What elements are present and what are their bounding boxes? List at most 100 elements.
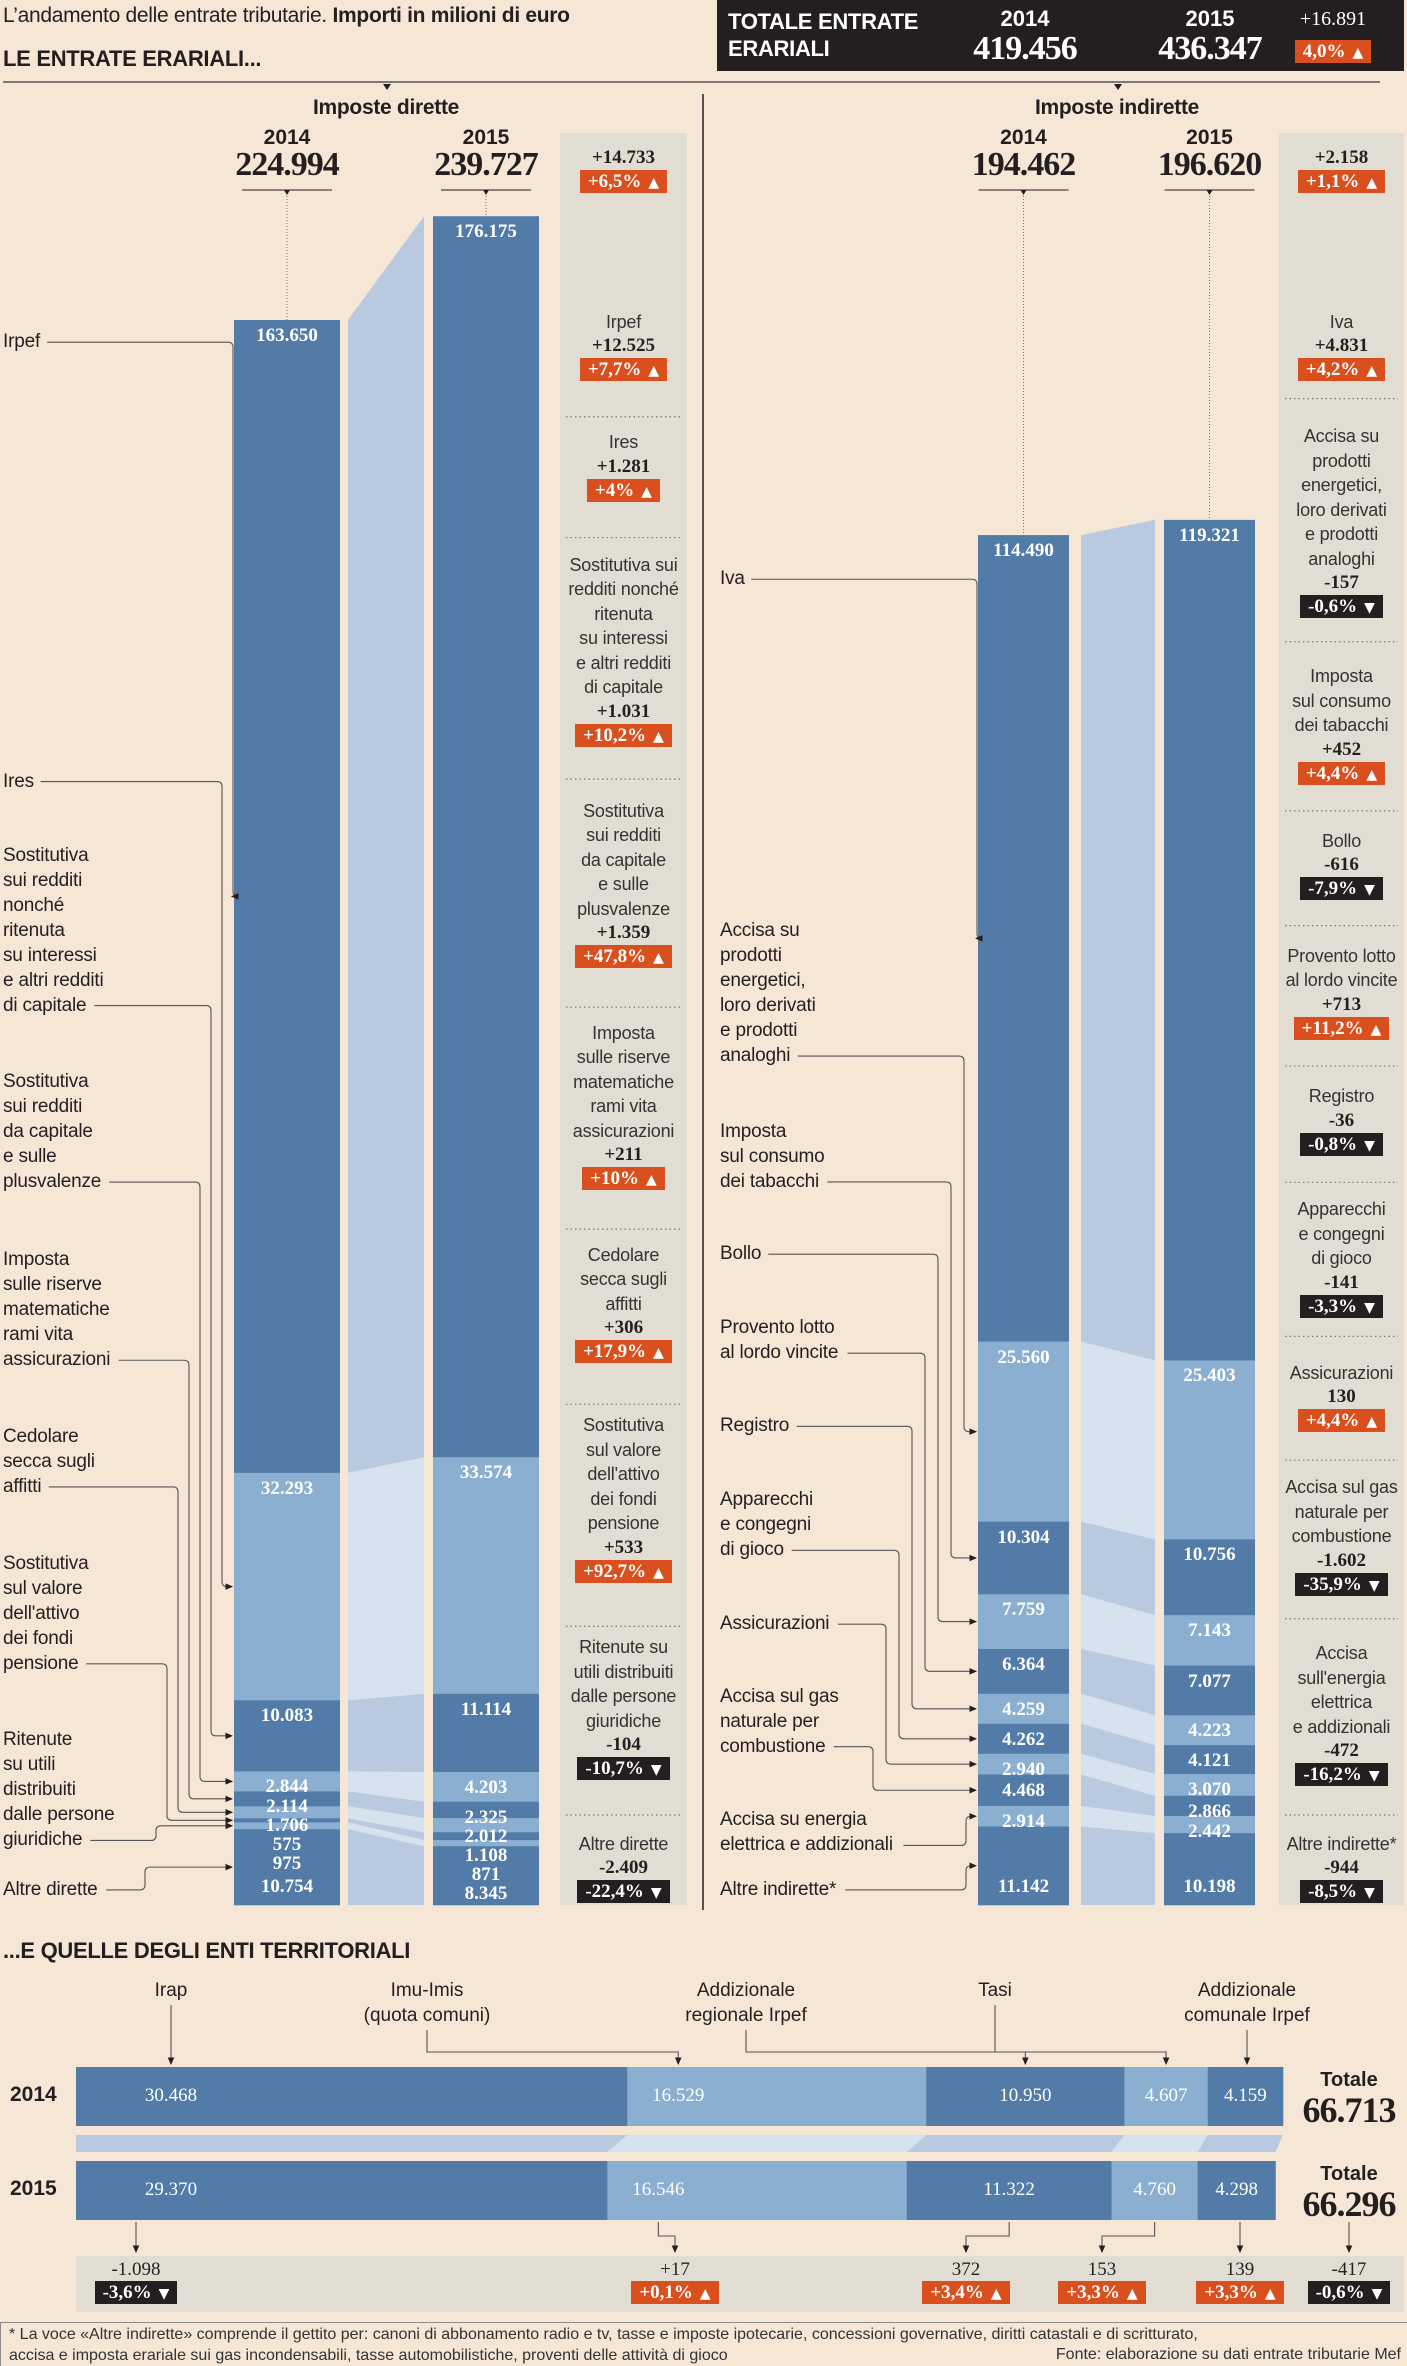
series-label: Iva xyxy=(720,568,745,590)
panel-total-delta: +2.158 +1,1% ▲ xyxy=(1279,146,1404,193)
segment-value: 11.114 xyxy=(460,1698,512,1720)
flow-band xyxy=(1081,1774,1155,1816)
panel-item: Sostitutiva sul valore dell'attivo dei f… xyxy=(560,1413,687,1583)
down-arrow-icon: ▼ xyxy=(1368,1577,1380,1594)
segment-value: 975 xyxy=(272,1853,302,1875)
segment-value: 25.403 xyxy=(1183,1365,1236,1387)
year-label: 2015 xyxy=(1186,126,1233,149)
bar-segment-2015 xyxy=(433,1846,539,1906)
delta-pct-badge: +11,2% ▲ xyxy=(1293,1016,1390,1040)
segment-value: 8.345 xyxy=(464,1882,508,1904)
segment-value: 119.321 xyxy=(1179,524,1240,546)
total-value-2015: 436.347 xyxy=(1158,30,1263,67)
delta-pct-badge: +47,8% ▲ xyxy=(575,945,672,969)
flow-band xyxy=(1081,1805,1155,1834)
panel-item: Altre indirette* -944 -8,5% ▼ xyxy=(1279,1832,1404,1904)
leader-line xyxy=(94,1005,234,1740)
segment-value: 2.325 xyxy=(464,1806,508,1828)
delta-pct-badge: -7,9% ▼ xyxy=(1300,877,1383,901)
series-label: Irpef xyxy=(3,331,41,353)
delta-item: 372 +3,4% ▲ xyxy=(911,2259,1021,2304)
delta-pct: +3,3% xyxy=(1204,2282,1258,2303)
delta-value: +1.281 xyxy=(596,455,651,477)
delta-pct-badge: -22,4% ▼ xyxy=(577,1880,670,1904)
bar-segment-2014 xyxy=(926,2067,1125,2126)
bar-segment-2015 xyxy=(1111,2161,1198,2220)
up-arrow-icon: ▲ xyxy=(699,2286,711,2302)
delta-pct: +4,2% xyxy=(1305,359,1360,381)
total-value: 224.994 xyxy=(235,146,340,183)
down-arrow-icon: ▼ xyxy=(650,1885,662,1902)
panel-item: Accisa su prodotti energetici, loro deri… xyxy=(1279,424,1404,619)
panel-item: Bollo -616 -7,9% ▼ xyxy=(1279,829,1404,901)
delta-value: +14.733 xyxy=(591,147,656,168)
segment-value: 10.756 xyxy=(1183,1544,1236,1566)
panel-item: Ritenute su utili distribuiti dalle pers… xyxy=(560,1635,687,1781)
bar-segment-2015 xyxy=(433,1457,539,1695)
flow-band xyxy=(1081,1693,1155,1746)
down-arrow-icon: ▼ xyxy=(1364,1137,1375,1154)
subtitle-text: L’andamento delle entrate tributarie. xyxy=(3,4,327,27)
total-label: Totale xyxy=(1320,2069,1378,2091)
bar-segment-2014 xyxy=(234,1771,340,1792)
delta-pct-badge: -3,6% ▼ xyxy=(94,2281,178,2304)
up-arrow-icon: ▲ xyxy=(653,950,664,967)
pointer-icon xyxy=(1206,190,1213,195)
bar-segment-2014 xyxy=(978,1648,1069,1695)
bar-segment-2015 xyxy=(433,1693,539,1773)
delta-pct-badge: -0,6% ▼ xyxy=(1307,2281,1391,2304)
panel-item-name: Apparecchi e congegni di gioco xyxy=(1297,1199,1386,1269)
pointer-icon xyxy=(483,190,489,195)
delta-pct-badge: +7,7% ▲ xyxy=(579,358,668,382)
flow-band xyxy=(348,1791,424,1819)
segment-value: 2.866 xyxy=(1188,1800,1231,1822)
delta-pct: +3,4% xyxy=(930,2282,984,2303)
flow-band xyxy=(1081,1753,1155,1796)
panel-item: Apparecchi e congegni di gioco -141 -3,3% ▼ xyxy=(1279,1197,1404,1318)
panel-item: Sostitutiva sui redditi nonché ritenuta … xyxy=(560,553,687,747)
delta-value: -1.602 xyxy=(1316,1549,1367,1571)
segment-value: 4.298 xyxy=(1215,2179,1258,2200)
delta-pct-badge: +0,1% ▲ xyxy=(631,2281,719,2304)
segment-value: 2.914 xyxy=(1002,1810,1045,1832)
panel-item: Ires +1.281 +4% ▲ xyxy=(560,430,687,502)
panel-item-name: Iva xyxy=(1329,311,1354,332)
series-label: Apparecchi e congegni di gioco xyxy=(720,1489,814,1561)
bar-segment-2015 xyxy=(1164,1615,1255,1666)
total-label: Totale xyxy=(1320,2163,1378,2185)
leader-line xyxy=(751,578,983,942)
panel-item: Imposta sul consumo dei tabacchi +452 +4,4… xyxy=(1279,664,1404,785)
total-label-line1: TOTALE ENTRATE xyxy=(728,9,919,34)
delta-pct-badge: +4% ▲ xyxy=(586,478,661,502)
delta-pct: +4,4% xyxy=(1305,762,1360,784)
delta-pct-badge: -3,3% ▼ xyxy=(1300,1294,1383,1318)
up-arrow-icon: ▲ xyxy=(990,2286,1002,2302)
segment-value: 2.114 xyxy=(266,1796,308,1818)
bar-segment-2015 xyxy=(1164,1745,1255,1775)
panel-item: Assicurazioni 130 +4,4% ▲ xyxy=(1279,1361,1404,1432)
delta-pct: -0,6% xyxy=(1308,596,1358,618)
segment-value: 2.442 xyxy=(1188,1820,1231,1842)
flow-band xyxy=(607,2135,927,2152)
segment-value: 29.370 xyxy=(144,2179,198,2200)
pointer-icon xyxy=(383,84,391,90)
delta-pct: +92,7% xyxy=(583,1560,647,1582)
down-arrow-icon: ▼ xyxy=(1364,882,1375,899)
panel-item-name: Sostitutiva sui redditi da capitale e su… xyxy=(577,800,670,919)
delta-value: +533 xyxy=(603,1536,644,1558)
leader-line xyxy=(1098,2222,1156,2254)
up-arrow-icon: ▲ xyxy=(1352,45,1364,61)
leader-line xyxy=(845,1862,978,1891)
total-delta: +16.891 xyxy=(1299,8,1367,30)
delta-pct-badge: +3,3% ▲ xyxy=(1196,2281,1284,2304)
segment-value: 10.198 xyxy=(1183,1876,1236,1897)
delta-value: +211 xyxy=(604,1144,643,1166)
down-arrow-icon: ▼ xyxy=(158,2286,170,2302)
segment-value: 2.012 xyxy=(464,1825,508,1847)
leader-line xyxy=(90,1822,234,1841)
subtitle-units: Importi in milioni di euro xyxy=(326,4,571,27)
delta-pct: +4% xyxy=(594,479,635,501)
bar-segment-2015 xyxy=(906,2161,1112,2220)
leader-line xyxy=(768,1253,978,1625)
panel-item-name: Ritenute su utili distribuiti dalle pers… xyxy=(570,1637,677,1731)
